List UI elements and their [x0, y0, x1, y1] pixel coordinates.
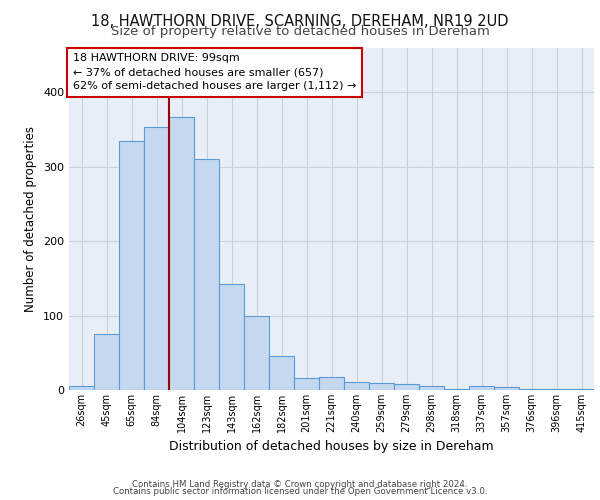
Bar: [444, 388, 469, 390]
Text: 18, HAWTHORN DRIVE, SCARNING, DEREHAM, NR19 2UD: 18, HAWTHORN DRIVE, SCARNING, DEREHAM, N…: [91, 14, 509, 29]
Text: 18 HAWTHORN DRIVE: 99sqm
← 37% of detached houses are smaller (657)
62% of semi-: 18 HAWTHORN DRIVE: 99sqm ← 37% of detach…: [73, 54, 356, 92]
Bar: [369, 384, 394, 390]
Bar: [519, 388, 544, 390]
Bar: [394, 384, 419, 390]
Text: Contains public sector information licensed under the Open Government Licence v3: Contains public sector information licen…: [113, 487, 487, 496]
Bar: [469, 386, 494, 390]
Bar: [269, 356, 294, 390]
Bar: [94, 334, 119, 390]
Y-axis label: Number of detached properties: Number of detached properties: [25, 126, 37, 312]
Bar: [144, 127, 169, 390]
Text: Contains HM Land Registry data © Crown copyright and database right 2024.: Contains HM Land Registry data © Crown c…: [132, 480, 468, 489]
Bar: [319, 378, 344, 390]
Bar: [494, 387, 519, 390]
Text: Size of property relative to detached houses in Dereham: Size of property relative to detached ho…: [110, 25, 490, 38]
Bar: [294, 378, 319, 390]
Bar: [219, 284, 244, 390]
Bar: [194, 159, 219, 390]
Bar: [569, 388, 594, 390]
Bar: [344, 382, 369, 390]
Bar: [244, 316, 269, 390]
Bar: [419, 386, 444, 390]
Bar: [69, 386, 94, 390]
X-axis label: Distribution of detached houses by size in Dereham: Distribution of detached houses by size …: [169, 440, 494, 454]
Bar: [119, 140, 144, 390]
Bar: [169, 116, 194, 390]
